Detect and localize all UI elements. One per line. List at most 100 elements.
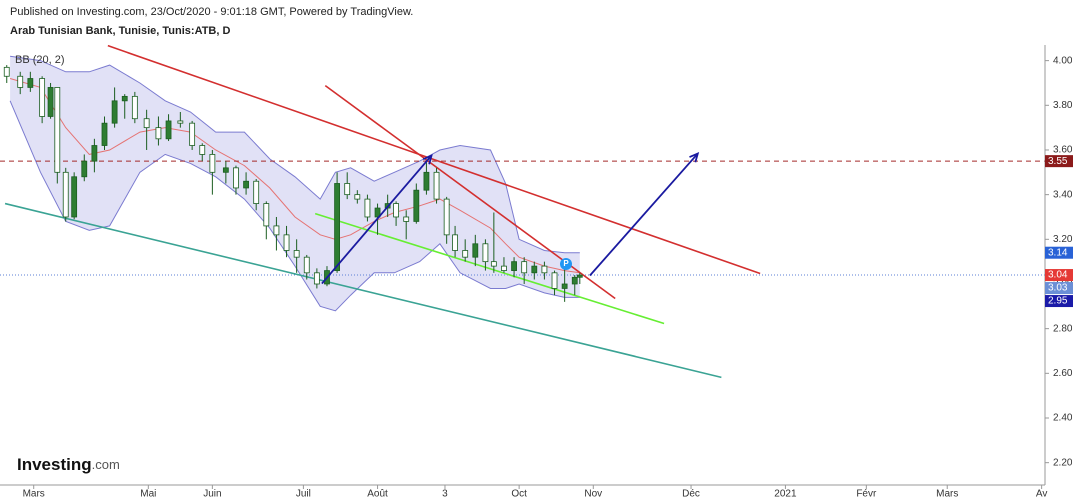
candle-body — [413, 189, 420, 222]
candle-body — [344, 183, 351, 196]
price-tag-label: 3.03 — [1048, 283, 1068, 294]
candle-body — [111, 100, 118, 124]
symbol-title: Arab Tunisian Bank, Tunisie, Tunis:ATB, … — [10, 25, 230, 37]
candle-body — [364, 198, 371, 218]
candle-body — [293, 250, 300, 258]
y-tick-label: 3.20 — [1053, 234, 1073, 245]
price-tag-label: 3.14 — [1048, 247, 1068, 258]
bollinger-upper — [10, 55, 580, 254]
candle-body — [482, 243, 489, 263]
bollinger-middle — [9, 78, 580, 274]
candle-body — [81, 160, 88, 178]
trend-line — [314, 212, 665, 325]
event-marker: P — [560, 258, 572, 270]
event-marker-dot — [560, 258, 572, 270]
candle-body — [403, 216, 410, 222]
x-tick-label: Déc — [682, 489, 700, 499]
candle-body — [576, 274, 583, 278]
bollinger-band — [10, 56, 580, 311]
y-tick-label: 3.60 — [1053, 145, 1073, 156]
logo-brand: Investing — [17, 455, 92, 474]
candle-body — [27, 78, 34, 88]
arrow-head — [422, 153, 433, 165]
candle-body — [131, 95, 138, 120]
x-tick-label: 3 — [442, 489, 448, 499]
candle-body — [462, 250, 469, 258]
candle-body — [393, 203, 399, 218]
candle-body — [101, 122, 108, 146]
price-tag — [1045, 155, 1073, 168]
candle-body — [71, 176, 78, 218]
event-marker-label: P — [563, 259, 569, 268]
trend-line — [4, 202, 722, 379]
candle-body — [243, 180, 249, 189]
price-tag — [1045, 295, 1073, 308]
x-tick-label: Av — [1036, 489, 1048, 499]
y-tick-label: 2.60 — [1053, 368, 1073, 379]
candle-body — [3, 66, 10, 77]
x-tick-label: Nov — [584, 489, 602, 499]
candle-body — [62, 171, 69, 218]
x-tick-label: Oct — [511, 489, 527, 499]
x-tick-label: Août — [367, 489, 388, 499]
candle-body — [443, 198, 450, 236]
candle-body — [551, 272, 558, 289]
logo: Investing.com — [17, 455, 120, 474]
candle-body — [177, 120, 184, 124]
price-tag-label: 3.04 — [1048, 270, 1068, 281]
candle-body — [521, 261, 528, 274]
y-tick-label: 3.40 — [1053, 189, 1073, 200]
candle-body — [91, 145, 98, 162]
candle-body — [433, 171, 440, 200]
x-tick-label: Févr — [856, 489, 877, 499]
y-tick-label: 2.20 — [1053, 457, 1073, 468]
candle-body — [571, 276, 578, 285]
candle-body — [222, 167, 229, 173]
candle-body — [121, 95, 128, 102]
arrow-head — [689, 151, 700, 163]
candle-body — [334, 183, 340, 271]
candle-body — [283, 234, 290, 251]
y-tick-label: 2.80 — [1053, 323, 1073, 334]
candle-body — [39, 78, 46, 117]
y-tick-label: 3.80 — [1053, 100, 1073, 111]
candle-body — [452, 234, 458, 251]
candle-body — [263, 203, 270, 227]
candle-body — [531, 265, 538, 274]
x-tick-label: Mai — [140, 489, 156, 499]
arrow-line — [589, 152, 699, 277]
candle-body — [199, 145, 206, 155]
indicator-label: BB (20, 2) — [15, 54, 65, 66]
candle-body — [189, 122, 196, 146]
y-tick-label: 4.00 — [1053, 55, 1073, 66]
x-tick-label: 2021 — [774, 489, 797, 499]
trend-line — [107, 44, 761, 275]
candle-body — [54, 87, 61, 173]
candle-body — [303, 256, 310, 274]
published-note: Published on Investing.com, 23/Oct/2020 … — [10, 6, 413, 18]
candle-body — [313, 272, 320, 285]
x-tick-label: Mars — [936, 489, 958, 499]
candle-body — [374, 207, 381, 218]
candle-body — [541, 265, 548, 274]
price-tag-label: 2.95 — [1048, 296, 1068, 307]
price-tag-label: 3.55 — [1048, 156, 1068, 167]
plot-area: P — [0, 44, 1045, 379]
candle-body — [17, 75, 24, 88]
x-tick-label: Juin — [203, 489, 221, 499]
candle-body — [209, 154, 216, 173]
candle-body — [561, 283, 568, 289]
x-tick-label: Mars — [23, 489, 45, 499]
candle-body — [511, 261, 517, 271]
candle-body — [143, 118, 150, 129]
arrow-line — [321, 154, 433, 285]
candle-body — [253, 180, 260, 204]
price-tag — [1045, 282, 1073, 295]
candle-body — [273, 225, 280, 236]
price-tag — [1045, 246, 1073, 259]
y-tick-label: 2.40 — [1053, 413, 1073, 424]
candle-body — [501, 265, 507, 271]
price-tag — [1045, 269, 1073, 282]
candle-body — [354, 194, 361, 200]
